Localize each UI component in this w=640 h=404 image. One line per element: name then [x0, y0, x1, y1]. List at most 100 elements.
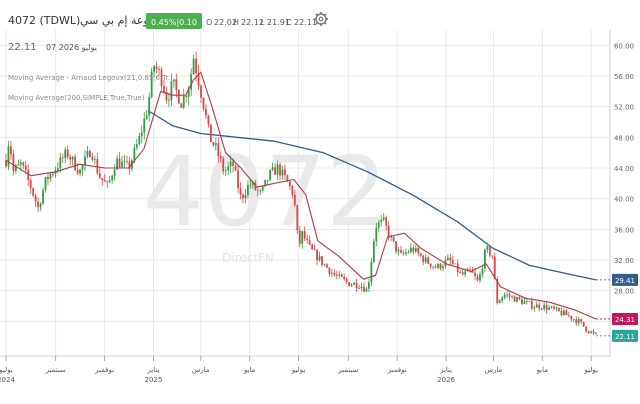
candle-body[interactable] — [464, 271, 467, 275]
candles-layer[interactable] — [5, 51, 597, 336]
candle-body[interactable] — [148, 96, 151, 116]
candle-body[interactable] — [424, 257, 427, 263]
candle-body[interactable] — [84, 156, 86, 166]
candle-body[interactable] — [572, 319, 575, 321]
candle-body[interactable] — [587, 331, 590, 333]
candle-body[interactable] — [135, 144, 138, 148]
candle-body[interactable] — [293, 194, 296, 206]
candle-body[interactable] — [316, 249, 318, 261]
candle-body[interactable] — [595, 332, 597, 334]
candle-body[interactable] — [484, 249, 486, 269]
candle-body[interactable] — [108, 180, 111, 182]
candle-body[interactable] — [244, 195, 247, 199]
candle-body[interactable] — [29, 179, 32, 189]
indicator-label-alma[interactable]: Moving Average - Arnaud Legoux(21,0.85,6… — [8, 74, 175, 82]
candle-body[interactable] — [14, 165, 17, 172]
candle-body[interactable] — [412, 247, 415, 252]
candle-body[interactable] — [311, 244, 314, 250]
candle-body[interactable] — [380, 219, 383, 223]
candle-body[interactable] — [306, 238, 309, 241]
candle-body[interactable] — [234, 165, 237, 171]
candle-body[interactable] — [61, 157, 64, 159]
candle-body[interactable] — [172, 79, 175, 82]
candle-body[interactable] — [585, 326, 588, 332]
candle-body[interactable] — [469, 269, 472, 270]
candle-body[interactable] — [298, 230, 301, 244]
candle-body[interactable] — [508, 294, 511, 297]
candle-body[interactable] — [417, 247, 420, 254]
candle-body[interactable] — [446, 257, 449, 261]
candle-body[interactable] — [558, 307, 560, 311]
candle-body[interactable] — [459, 272, 462, 273]
candle-body[interactable] — [266, 179, 269, 181]
candle-body[interactable] — [553, 306, 555, 309]
candle-body[interactable] — [288, 181, 291, 187]
candle-body[interactable] — [237, 170, 239, 189]
candle-body[interactable] — [22, 162, 25, 166]
candle-body[interactable] — [89, 151, 91, 158]
candle-body[interactable] — [261, 186, 264, 191]
candle-body[interactable] — [326, 264, 328, 268]
candle-body[interactable] — [177, 90, 180, 104]
candle-body[interactable] — [205, 108, 207, 116]
candle-body[interactable] — [516, 296, 518, 302]
candle-body[interactable] — [432, 266, 434, 268]
candle-body[interactable] — [350, 284, 353, 287]
candle-body[interactable] — [269, 170, 272, 180]
candle-body[interactable] — [313, 249, 316, 250]
candle-body[interactable] — [511, 296, 513, 298]
candle-body[interactable] — [242, 194, 244, 199]
candle-body[interactable] — [570, 315, 573, 320]
candle-body[interactable] — [555, 307, 558, 309]
candle-body[interactable] — [377, 222, 380, 228]
candle-body[interactable] — [407, 252, 410, 253]
candle-body[interactable] — [182, 96, 185, 108]
candle-body[interactable] — [101, 178, 104, 181]
candle-body[interactable] — [503, 294, 506, 298]
candle-body[interactable] — [138, 135, 141, 145]
candle-body[interactable] — [264, 179, 267, 187]
candle-body[interactable] — [207, 115, 210, 125]
candle-body[interactable] — [66, 149, 69, 157]
candle-body[interactable] — [461, 272, 464, 275]
candle-body[interactable] — [150, 71, 153, 97]
candle-body[interactable] — [365, 288, 368, 292]
candle-body[interactable] — [330, 272, 333, 274]
candle-body[interactable] — [27, 170, 30, 180]
candle-body[interactable] — [567, 315, 570, 316]
candle-body[interactable] — [303, 231, 306, 239]
indicator-label-sma[interactable]: Moving Average(200,SIMPLE,True,True) — [8, 94, 145, 102]
candle-body[interactable] — [229, 161, 232, 167]
candle-body[interactable] — [271, 167, 274, 171]
candle-body[interactable] — [454, 263, 457, 265]
candle-body[interactable] — [286, 175, 289, 182]
candle-body[interactable] — [39, 203, 42, 208]
candle-body[interactable] — [521, 299, 523, 304]
candle-body[interactable] — [582, 321, 585, 327]
candle-body[interactable] — [530, 301, 533, 309]
candle-body[interactable] — [202, 97, 205, 109]
candle-body[interactable] — [106, 181, 109, 183]
candle-body[interactable] — [372, 241, 375, 262]
candle-body[interactable] — [488, 246, 491, 256]
candle-body[interactable] — [276, 164, 279, 175]
candle-body[interactable] — [239, 188, 242, 195]
candle-body[interactable] — [481, 268, 484, 275]
candle-body[interactable] — [17, 164, 20, 166]
candle-body[interactable] — [434, 266, 437, 268]
candle-body[interactable] — [535, 304, 538, 308]
candle-body[interactable] — [96, 158, 99, 174]
candle-body[interactable] — [387, 225, 390, 237]
candle-body[interactable] — [308, 240, 311, 245]
candle-body[interactable] — [363, 286, 365, 292]
candle-body[interactable] — [217, 143, 220, 157]
candle-body[interactable] — [560, 310, 563, 316]
candle-body[interactable] — [491, 255, 494, 257]
candle-body[interactable] — [323, 264, 326, 266]
candle-body[interactable] — [249, 184, 252, 186]
candle-body[interactable] — [429, 263, 432, 267]
candle-body[interactable] — [382, 217, 385, 220]
candle-body[interactable] — [397, 250, 400, 252]
